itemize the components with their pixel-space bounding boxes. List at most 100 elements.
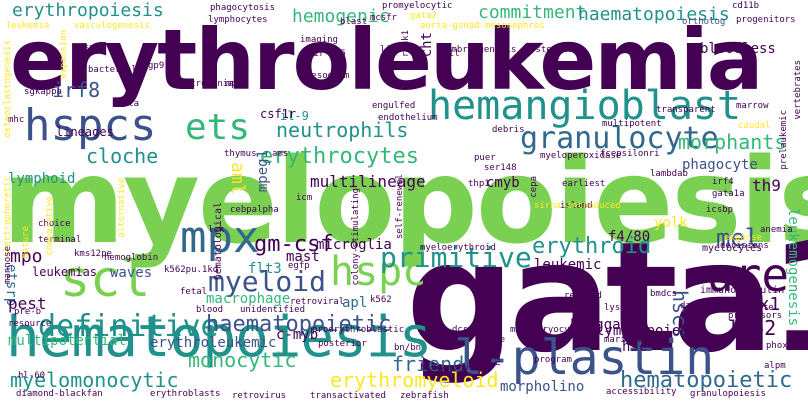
word-lineages: lineages xyxy=(56,125,114,139)
word-hspc: hspc xyxy=(330,249,427,295)
word-leukemias: leukemias xyxy=(32,265,98,279)
word-diamond-blackfan: diamond-blackfan xyxy=(16,389,103,399)
word-runx1: runx1 xyxy=(726,294,781,315)
word-definitive: definitive xyxy=(38,309,219,344)
word-ribosome: ribosome xyxy=(267,44,277,88)
word-gata2: gata2 xyxy=(410,11,438,21)
word-egfp: egfp xyxy=(288,261,310,271)
word-ams: ams xyxy=(272,149,289,159)
word-retroviral: retroviral xyxy=(290,297,345,307)
word-l-plastin: l-plastin xyxy=(454,330,715,386)
word-self-renewal: self-renewal xyxy=(395,174,405,240)
word-myeloerythroid: myeloerythroid xyxy=(420,243,496,253)
word-expense: expense xyxy=(724,233,762,243)
word-icm: icm xyxy=(296,193,313,203)
word-lymphocytes: lymphocytes xyxy=(208,15,268,25)
word-myeloid: myeloid xyxy=(208,265,327,298)
word-myelocytes: myelocytes xyxy=(702,243,763,254)
word-choice: choice xyxy=(38,219,71,229)
word-terminal: terminal xyxy=(38,235,82,245)
word-mpo: mpo xyxy=(10,246,43,267)
word-gata1a: gata1a xyxy=(712,189,745,199)
word-caudal: caudal xyxy=(738,121,771,131)
word-alpm: alpm xyxy=(764,361,786,371)
word-irf4: irf4 xyxy=(712,177,734,187)
word-bn-bn: bn/bn xyxy=(394,343,422,353)
word-accessibility: accessibility xyxy=(606,387,677,397)
word-dcs: dcs xyxy=(452,325,469,335)
word-precursors: precursors xyxy=(728,311,783,321)
word-fate: fate xyxy=(752,303,774,313)
word-lymphopoiesis: lymphopoiesis xyxy=(596,323,706,339)
word-f4-80: f4/80 xyxy=(608,229,651,245)
word-ser148: ser148 xyxy=(484,163,517,173)
word-lymphoid: lymphoid xyxy=(8,171,76,187)
word-myelomonocytic: myelomonocytic xyxy=(10,368,179,392)
word-neutrophils: neutrophils xyxy=(276,118,409,142)
word-mel: mel xyxy=(716,224,760,252)
word-aml: aml xyxy=(227,162,248,195)
word-live: live xyxy=(380,45,402,55)
word-promyelocytic: promyelocytic xyxy=(382,1,453,11)
word-lmo2: lmo2 xyxy=(728,316,777,340)
word-k562pu-1kd: k562pu.1kd xyxy=(164,265,219,275)
word-bmdcs: bmdcs xyxy=(650,289,678,299)
word-erythropoiesis: erythropoiesis xyxy=(12,0,164,21)
word-erythromyeloid: erythromyeloid xyxy=(330,368,499,392)
word-gata1: gata1 xyxy=(406,209,808,386)
word-erythroleukemia: erythroleukemia xyxy=(10,11,763,109)
word-leukemogenesis: leukemogenesis xyxy=(785,208,801,327)
word-mpx: mpx xyxy=(180,212,260,263)
word-alternative: alternative xyxy=(117,178,127,238)
word-island: island xyxy=(560,201,593,211)
word-primitive: primitive xyxy=(380,241,532,274)
word-mesoderm: mesoderm xyxy=(306,71,350,81)
word-osteoclast: osteoclast xyxy=(530,45,585,55)
word-multipotential: multipotential xyxy=(8,333,127,349)
word-dap12: dap12 xyxy=(680,301,708,311)
word-phox: phox xyxy=(766,341,788,351)
word-waves: waves xyxy=(110,265,153,281)
word-colony-stimulating: colony-stimulating xyxy=(351,188,361,286)
word-anemia: anemia xyxy=(760,225,793,235)
word-expansion: expansion xyxy=(59,30,69,79)
word-unidentified: unidentified xyxy=(240,305,306,315)
word-myelopoiesis: myelopoiesis xyxy=(2,132,808,270)
word-thymus: thymus xyxy=(224,149,257,159)
word-hscs: hscs xyxy=(668,290,692,339)
word-myeloperoxidase: myeloperoxidase xyxy=(540,151,622,161)
word-lambdab: lambdab xyxy=(650,169,688,179)
word-puer: puer xyxy=(474,153,496,163)
word-lysozyme: lysozyme xyxy=(604,303,648,313)
word-vasculogenesis: vasculogenesis xyxy=(74,21,150,31)
word-transactivated: transactivated xyxy=(310,391,386,401)
word-megakaryocytes: megakaryocytes xyxy=(510,325,586,335)
word-morpholino: morpholino xyxy=(500,379,585,395)
word-zebrafish: zebrafish xyxy=(400,391,449,401)
word-sirna-introduced: sirna-introduced xyxy=(534,201,621,211)
word-ets: ets xyxy=(185,107,251,148)
word-transparent: transparent xyxy=(656,105,716,115)
word-hsc: hsc xyxy=(622,339,648,355)
word-imaging: imaging xyxy=(300,35,338,45)
word-ciita: ciita xyxy=(112,99,140,109)
word-monocytic: monocytic xyxy=(188,348,297,372)
word-erythroid: erythroid xyxy=(532,234,652,259)
word-cht: cht xyxy=(419,32,435,58)
word-posterior: posterior xyxy=(318,339,367,349)
word-resource: resource xyxy=(8,319,52,329)
word-blast: blast xyxy=(340,17,368,27)
word-ortholog: ortholog xyxy=(682,17,726,27)
word-vertebrates: vertebrates xyxy=(793,60,803,120)
word-rank1: rank1 xyxy=(401,30,411,58)
word-ure: ure xyxy=(706,248,790,302)
word-osteoclastogenesis: osteoclastogenesis xyxy=(3,40,13,138)
word-csf1r: csf1r xyxy=(260,107,297,121)
word-fcepsilonri: fcepsilonri xyxy=(600,149,660,159)
word-phagocyte: phagocyte xyxy=(682,157,758,173)
word-mpeg1: mpeg1 xyxy=(255,150,271,193)
word-th9: th9 xyxy=(752,176,781,195)
word-kms12pe: kms12pe xyxy=(74,249,112,259)
word-hematopoietic: hematopoietic xyxy=(620,368,793,393)
